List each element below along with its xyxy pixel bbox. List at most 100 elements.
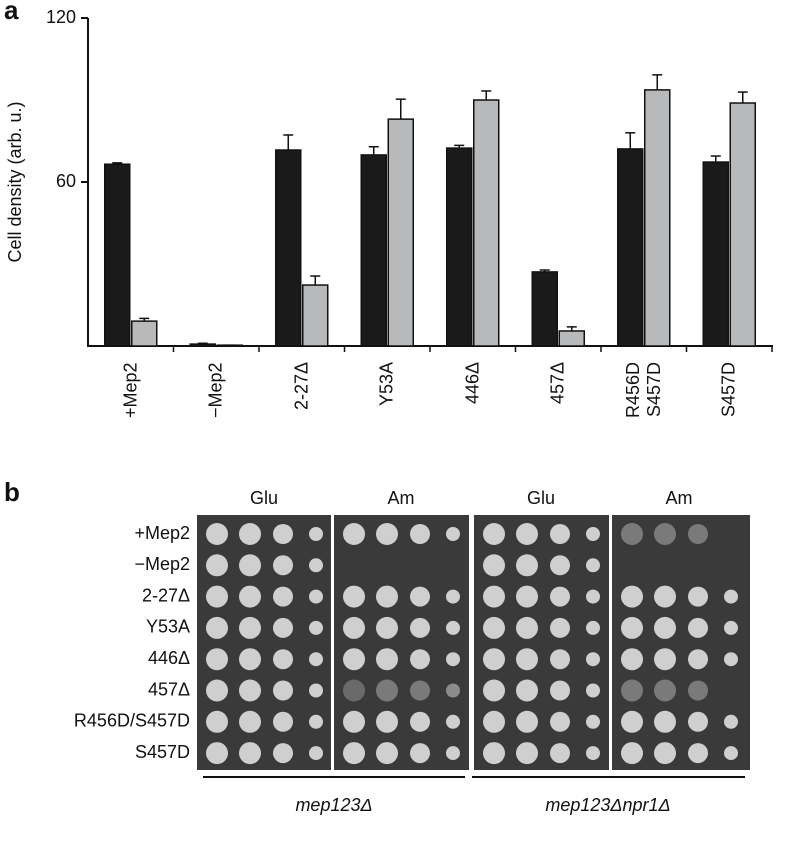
spot	[206, 585, 228, 608]
spot	[688, 649, 708, 670]
bar	[644, 89, 671, 347]
spot	[550, 555, 570, 576]
spot	[309, 620, 323, 635]
strain-label: mep123Δ	[295, 795, 372, 815]
plate-gap	[331, 515, 334, 770]
spot	[621, 648, 643, 671]
spot	[446, 620, 460, 635]
spot	[309, 746, 323, 761]
x-tick-label: R456D S457D	[622, 362, 664, 419]
spot	[410, 711, 430, 732]
spot	[376, 585, 398, 608]
column-label: Am	[666, 488, 693, 508]
spot	[483, 648, 505, 671]
plate-gap	[609, 515, 612, 770]
spot	[273, 586, 293, 607]
spot	[343, 616, 365, 639]
spot	[446, 746, 460, 761]
row-label: 457Δ	[148, 679, 190, 699]
spot	[343, 710, 365, 733]
spot	[516, 648, 538, 671]
spot	[206, 648, 228, 671]
bar	[189, 343, 216, 347]
bar	[617, 148, 644, 347]
bar	[558, 330, 585, 347]
spot	[550, 617, 570, 638]
bar	[104, 163, 131, 347]
spot	[621, 742, 643, 765]
spot	[273, 617, 293, 638]
spot	[724, 620, 738, 635]
bar	[275, 149, 302, 347]
spot	[206, 710, 228, 733]
spot	[483, 616, 505, 639]
column-label: Glu	[250, 488, 278, 508]
bar	[446, 147, 473, 347]
bar	[216, 344, 243, 347]
spot	[550, 524, 570, 544]
spot	[343, 648, 365, 671]
spot	[273, 680, 293, 701]
spot	[239, 585, 261, 608]
y-tick-label: 120	[46, 7, 76, 27]
spot	[273, 649, 293, 670]
spot	[239, 648, 261, 671]
x-tick-label: 2-27Δ	[291, 362, 312, 411]
strain-label: mep123Δnpr1Δ	[545, 795, 670, 815]
spot	[654, 616, 676, 639]
plate-gap	[469, 515, 474, 770]
row-label: Y53A	[146, 617, 190, 637]
spot	[239, 616, 261, 639]
spot	[483, 523, 505, 545]
spot	[688, 711, 708, 732]
spot	[410, 524, 430, 544]
row-label: 446Δ	[148, 648, 190, 668]
spot	[483, 554, 505, 577]
spot	[410, 586, 430, 607]
bar	[531, 271, 558, 347]
bar	[702, 161, 729, 347]
spot	[621, 585, 643, 608]
spot	[654, 679, 676, 702]
spot	[309, 558, 323, 573]
spot	[724, 652, 738, 667]
spot	[654, 742, 676, 765]
spot	[273, 711, 293, 732]
spot	[516, 554, 538, 577]
bar	[360, 154, 387, 347]
row-label: 2-27Δ	[142, 585, 190, 605]
spot	[516, 616, 538, 639]
x-tick-label: +Mep2	[120, 362, 141, 418]
column-label: Glu	[527, 488, 555, 508]
spot	[688, 680, 708, 701]
spot	[410, 617, 430, 638]
spot	[410, 649, 430, 670]
spot	[343, 742, 365, 765]
spot	[410, 680, 430, 701]
spot	[483, 679, 505, 702]
panel-label: a	[4, 0, 19, 25]
spot	[586, 589, 600, 604]
spot	[273, 743, 293, 764]
spot	[239, 679, 261, 702]
x-tick-label: −Mep2	[205, 362, 226, 418]
spot	[586, 652, 600, 667]
spot	[206, 616, 228, 639]
spot	[621, 710, 643, 733]
spot	[654, 648, 676, 671]
spot	[483, 585, 505, 608]
spot	[586, 558, 600, 573]
spot	[410, 743, 430, 764]
x-tick-label: Y53A	[376, 362, 397, 407]
spot	[309, 652, 323, 667]
spot	[376, 710, 398, 733]
spot	[516, 523, 538, 545]
spot	[239, 710, 261, 733]
spot	[239, 523, 261, 545]
spot	[343, 585, 365, 608]
spot	[273, 555, 293, 576]
bar	[131, 320, 158, 347]
spot	[621, 523, 643, 545]
spot	[206, 679, 228, 702]
